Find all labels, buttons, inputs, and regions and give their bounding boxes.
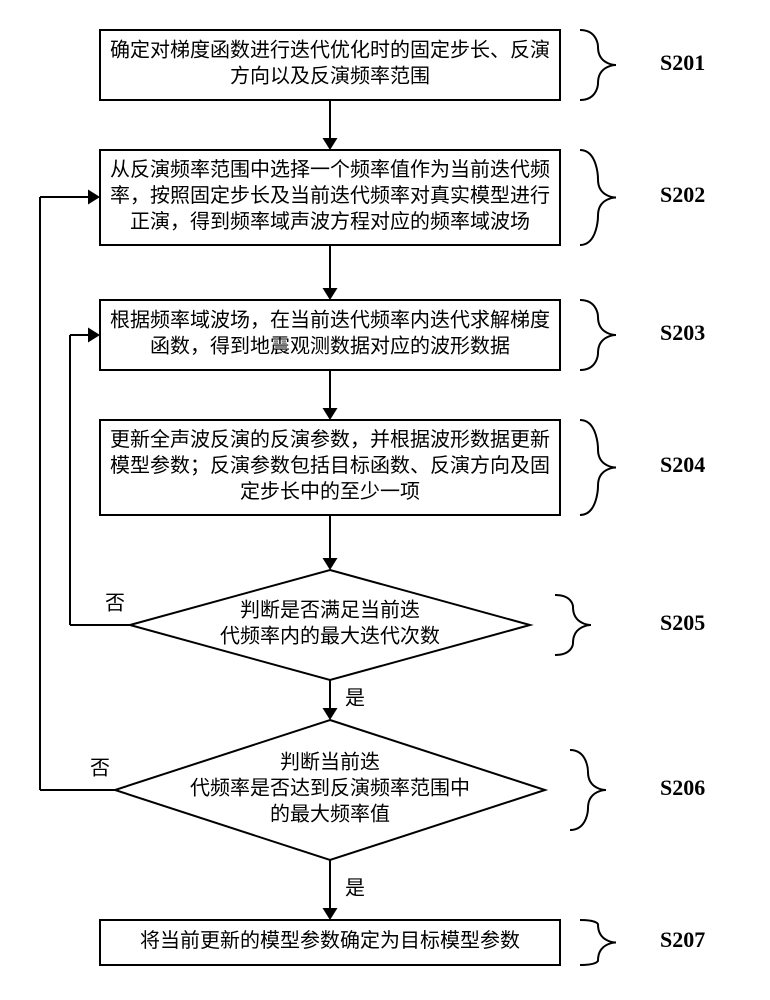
svg-text:是: 是 (345, 688, 365, 710)
step-label: S201 (660, 50, 705, 75)
step-label: S205 (660, 610, 705, 635)
svg-text:根据频率域波场，在当前迭代频率内迭代求解梯度: 根据频率域波场，在当前迭代频率内迭代求解梯度 (110, 309, 550, 332)
svg-text:否: 否 (105, 593, 125, 615)
svg-text:是: 是 (345, 878, 365, 900)
svg-text:函数，得到地震观测数据对应的波形数据: 函数，得到地震观测数据对应的波形数据 (150, 335, 510, 358)
step-label: S204 (660, 452, 705, 477)
svg-text:确定对梯度函数进行迭代优化时的固定步长、反演: 确定对梯度函数进行迭代优化时的固定步长、反演 (110, 39, 550, 62)
svg-text:判断当前迭: 判断当前迭 (280, 751, 380, 774)
svg-text:否: 否 (90, 758, 110, 780)
step-label: S202 (660, 182, 705, 207)
step-label: S207 (660, 927, 705, 952)
svg-text:方向以及反演频率范围: 方向以及反演频率范围 (230, 65, 430, 88)
svg-text:的最大频率值: 的最大频率值 (270, 803, 390, 826)
svg-text:率，按照固定步长及当前迭代频率对真实模型进行: 率，按照固定步长及当前迭代频率对真实模型进行 (110, 184, 550, 207)
svg-text:正演，得到频率域声波方程对应的频率域波场: 正演，得到频率域声波方程对应的频率域波场 (130, 210, 530, 233)
flowchart: 确定对梯度函数进行迭代优化时的固定步长、反演方向以及反演频率范围 S201 从反演频… (0, 0, 770, 1000)
svg-text:从反演频率范围中选择一个频率值作为当前迭代频: 从反演频率范围中选择一个频率值作为当前迭代频 (110, 158, 550, 181)
svg-text:判断是否满足当前迭: 判断是否满足当前迭 (240, 599, 420, 622)
svg-text:代频率内的最大迭代次数: 代频率内的最大迭代次数 (220, 625, 440, 648)
svg-text:定步长中的至少一项: 定步长中的至少一项 (240, 480, 420, 503)
svg-text:模型参数；反演参数包括目标函数、反演方向及固: 模型参数；反演参数包括目标函数、反演方向及固 (110, 454, 550, 477)
svg-text:更新全声波反演的反演参数，并根据波形数据更新: 更新全声波反演的反演参数，并根据波形数据更新 (110, 428, 550, 451)
svg-text:将当前更新的模型参数确定为目标模型参数: 将当前更新的模型参数确定为目标模型参数 (140, 929, 520, 952)
svg-text:代频率是否达到反演频率范围中: 代频率是否达到反演频率范围中 (190, 777, 470, 800)
step-label: S206 (660, 775, 705, 800)
step-label: S203 (660, 320, 705, 345)
